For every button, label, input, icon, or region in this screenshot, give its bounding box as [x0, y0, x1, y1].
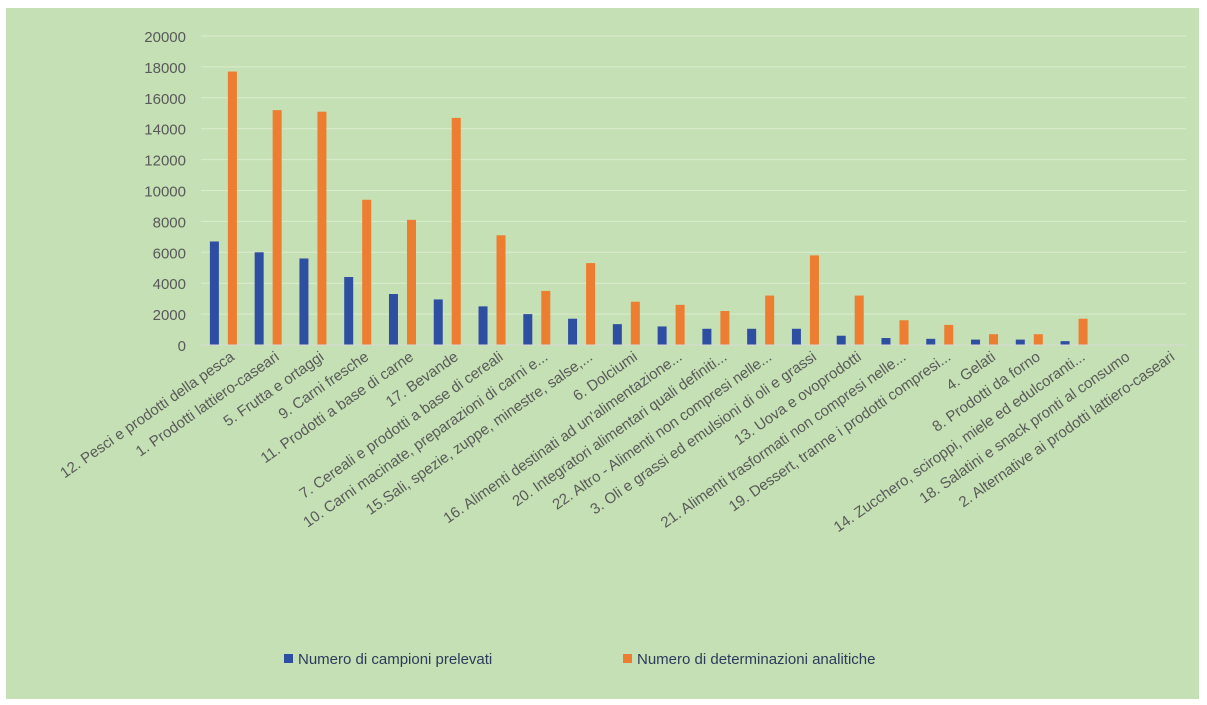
bar-series-1-1: [254, 252, 264, 345]
bar-series-1-19: [1060, 341, 1070, 345]
bar-series-2-14: [854, 295, 864, 345]
bar-series-1-13: [791, 328, 801, 345]
chart-area: 0 2000 4000 6000 8000 10000 12000 14000 16000 180…: [6, 8, 1199, 699]
bars: [209, 71, 1088, 345]
bar-series-1-16: [926, 338, 936, 345]
bar-series-2-0: [227, 71, 237, 345]
bar-series-1-14: [836, 335, 846, 345]
bar-series-2-15: [899, 320, 909, 345]
bar-series-1-7: [523, 314, 533, 345]
legend-swatch-1: [284, 654, 293, 663]
bar-series-2-3: [362, 199, 372, 345]
bar-series-2-5: [451, 117, 461, 345]
y-tick-label: 14000: [144, 122, 186, 139]
bar-series-1-5: [433, 299, 443, 345]
y-tick-label: 8000: [153, 214, 186, 231]
bar-series-2-7: [541, 290, 551, 345]
y-tick-label: 20000: [144, 29, 186, 46]
bar-series-2-6: [496, 235, 506, 345]
bar-series-2-4: [406, 219, 416, 345]
bar-series-1-17: [971, 339, 981, 345]
bar-series-1-8: [568, 318, 578, 345]
bar-series-1-2: [299, 258, 309, 345]
legend: Numero di campioni prelevati Numero di de…: [284, 651, 875, 668]
bar-series-1-15: [881, 338, 891, 345]
y-tick-label: 16000: [144, 91, 186, 108]
bar-series-2-9: [630, 301, 640, 345]
bar-series-2-19: [1078, 318, 1088, 345]
y-tick-label: 0: [178, 338, 186, 355]
bar-series-2-16: [944, 324, 954, 345]
bar-series-2-2: [317, 111, 327, 345]
bar-series-1-11: [702, 328, 712, 345]
bar-series-1-12: [747, 328, 757, 345]
y-axis-ticks: 0 2000 4000 6000 8000 10000 12000 14000 16000 180…: [144, 29, 186, 355]
bar-series-2-1: [272, 110, 282, 345]
bar-series-1-0: [209, 241, 219, 345]
y-tick-label: 6000: [153, 245, 186, 262]
bar-series-1-3: [344, 277, 354, 345]
bar-series-2-8: [586, 263, 596, 345]
legend-label-1: Numero di campioni prelevati: [298, 651, 492, 668]
bar-series-2-11: [720, 311, 730, 345]
y-tick-label: 4000: [153, 276, 186, 293]
bar-series-1-6: [478, 306, 488, 345]
bar-chart: 0 2000 4000 6000 8000 10000 12000 14000 16000 180…: [57, 29, 1186, 668]
y-tick-label: 2000: [153, 307, 186, 324]
bar-series-2-18: [1033, 334, 1043, 345]
bar-series-2-10: [675, 304, 685, 345]
x-tick-label: 12. Pesci e prodotti della pesca: [57, 348, 238, 482]
bar-series-1-9: [612, 324, 622, 345]
bar-series-2-17: [989, 334, 999, 345]
bar-series-1-10: [657, 326, 667, 345]
y-tick-label: 18000: [144, 60, 186, 77]
bar-series-1-4: [388, 294, 398, 345]
bar-series-2-13: [809, 255, 819, 345]
y-tick-label: 12000: [144, 153, 186, 170]
bar-series-2-12: [765, 295, 775, 345]
gridlines: [201, 35, 1186, 315]
y-tick-label: 10000: [144, 184, 186, 201]
bar-series-1-18: [1015, 339, 1025, 345]
legend-label-2: Numero di determinazioni analitiche: [637, 651, 875, 668]
legend-swatch-2: [623, 654, 632, 663]
